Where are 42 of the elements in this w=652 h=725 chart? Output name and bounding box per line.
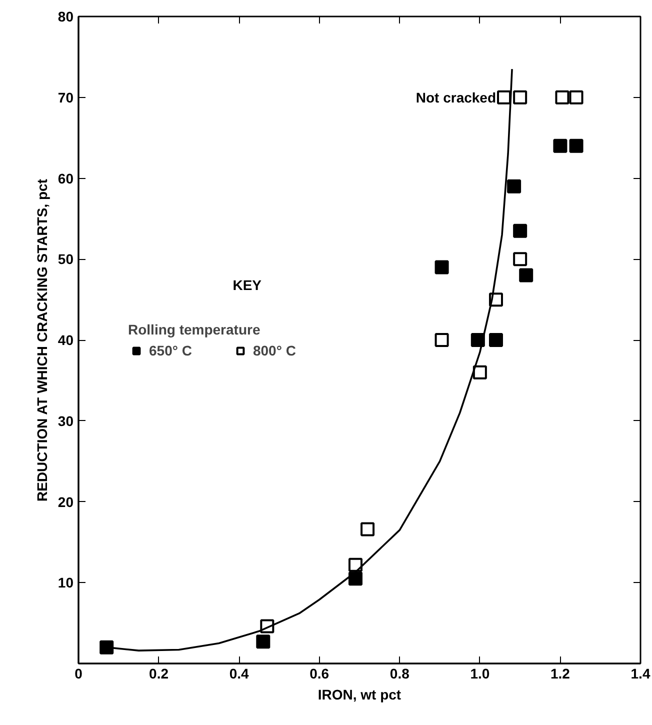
annotation: KEY bbox=[232, 277, 262, 294]
x-tick-label: 0 bbox=[74, 666, 83, 682]
x-tick-label: 0.6 bbox=[310, 666, 330, 682]
x-tick-label: 1.2 bbox=[550, 666, 570, 682]
y-tick-label: 60 bbox=[58, 170, 74, 186]
point bbox=[348, 558, 362, 572]
point bbox=[519, 268, 534, 282]
point bbox=[569, 138, 584, 153]
y-tick-label: 50 bbox=[58, 251, 74, 268]
y-tick-label: 10 bbox=[58, 574, 74, 591]
point bbox=[100, 640, 114, 654]
point bbox=[569, 90, 584, 104]
legend-label: 800° C bbox=[252, 342, 296, 358]
x-tick-label: 1.0 bbox=[470, 666, 490, 682]
legend-label: 650° C bbox=[149, 342, 192, 358]
legend-title: Rolling temperature bbox=[128, 321, 262, 337]
point bbox=[256, 634, 270, 649]
point bbox=[513, 252, 528, 266]
y-tick-label: 70 bbox=[58, 89, 74, 106]
point bbox=[507, 179, 522, 194]
x-axis-title: IRON, wt pct bbox=[318, 686, 402, 702]
point bbox=[434, 333, 449, 347]
y-tick-label: 40 bbox=[58, 332, 74, 348]
point bbox=[497, 90, 512, 104]
point bbox=[434, 260, 449, 274]
point bbox=[472, 365, 487, 380]
point bbox=[488, 333, 503, 347]
point bbox=[360, 522, 375, 536]
x-tick-label: 0.4 bbox=[229, 666, 250, 682]
point bbox=[555, 90, 570, 104]
x-tick-label: 1.4 bbox=[630, 666, 650, 682]
x-tick-label: 0.8 bbox=[390, 666, 410, 682]
point bbox=[553, 138, 568, 153]
annotation: Not cracked bbox=[416, 89, 496, 106]
point bbox=[348, 572, 362, 586]
point bbox=[513, 90, 528, 104]
point bbox=[513, 224, 528, 238]
y-tick-label: 20 bbox=[58, 494, 74, 510]
y-axis-title: REDUCTION AT WHICH CRACKING STARTS, pct bbox=[34, 178, 50, 502]
y-tick-label: 30 bbox=[58, 412, 74, 429]
y-tick-label: 80 bbox=[58, 8, 74, 24]
x-tick-label: 0.2 bbox=[149, 666, 169, 682]
